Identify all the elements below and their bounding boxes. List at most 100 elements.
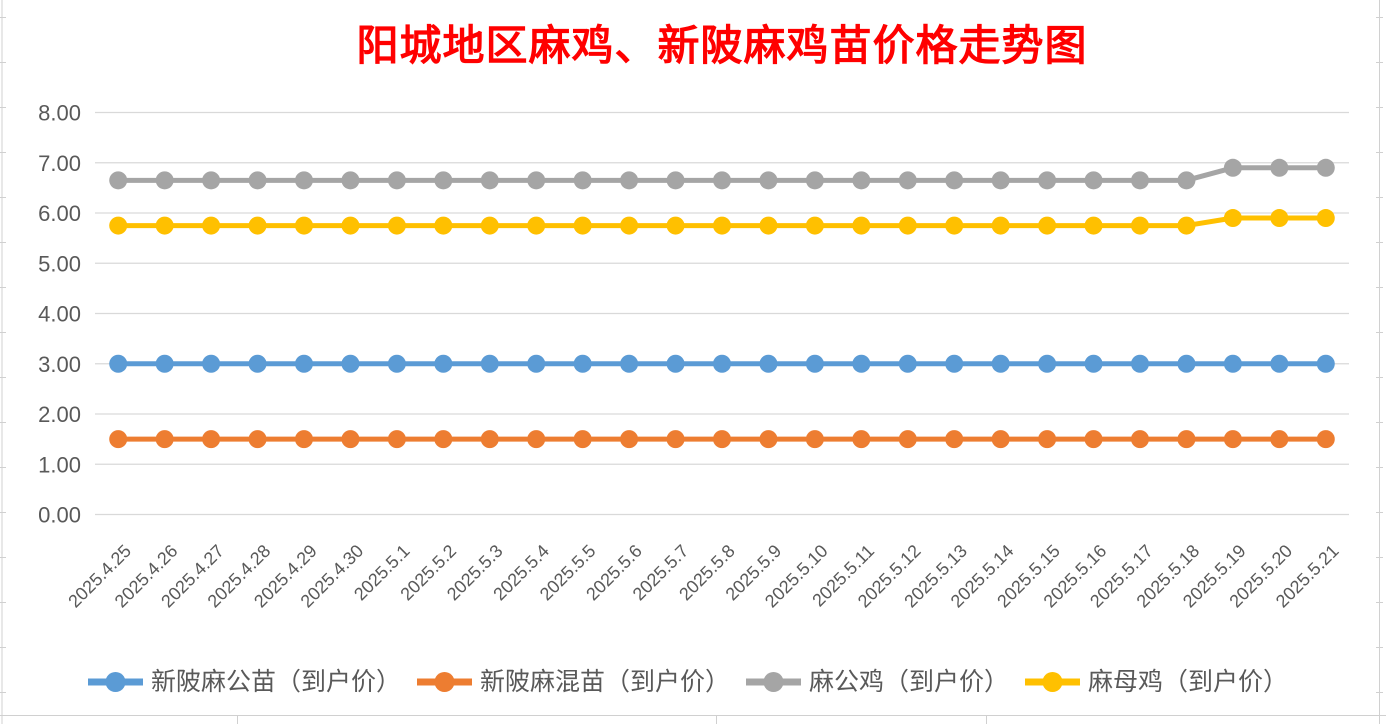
legend-item-2[interactable]: 麻公鸡（到户价） xyxy=(746,669,1009,695)
data-point-marker[interactable] xyxy=(295,216,313,235)
data-point-marker[interactable] xyxy=(1084,430,1103,449)
data-point-marker[interactable] xyxy=(202,354,221,373)
series-0[interactable] xyxy=(109,354,1335,373)
series-1[interactable] xyxy=(109,430,1335,449)
data-point-marker[interactable] xyxy=(387,354,406,373)
data-point-marker[interactable] xyxy=(1177,171,1196,190)
data-point-marker[interactable] xyxy=(1177,216,1196,235)
data-point-marker[interactable] xyxy=(898,430,917,449)
data-point-marker[interactable] xyxy=(1223,209,1242,228)
data-point-marker[interactable] xyxy=(620,354,639,373)
data-point-marker[interactable] xyxy=(805,171,824,190)
data-point-marker[interactable] xyxy=(1223,430,1242,449)
data-point-marker[interactable] xyxy=(805,354,824,373)
data-point-marker[interactable] xyxy=(1316,158,1335,177)
data-point-marker[interactable] xyxy=(945,171,964,190)
legend-item-1[interactable]: 新陂麻混苗（到户价） xyxy=(417,669,730,695)
data-point-marker[interactable] xyxy=(1038,354,1057,373)
data-point-marker[interactable] xyxy=(852,171,871,190)
data-point-marker[interactable] xyxy=(1270,354,1289,373)
data-point-marker[interactable] xyxy=(759,354,778,373)
data-point-marker[interactable] xyxy=(295,171,313,190)
legend-item-3[interactable]: 麻母鸡（到户价） xyxy=(1025,669,1288,695)
data-point-marker[interactable] xyxy=(945,430,964,449)
data-point-marker[interactable] xyxy=(759,216,778,235)
data-point-marker[interactable] xyxy=(480,171,499,190)
data-point-marker[interactable] xyxy=(759,430,778,449)
data-point-marker[interactable] xyxy=(387,430,406,449)
data-point-marker[interactable] xyxy=(991,430,1010,449)
data-point-marker[interactable] xyxy=(155,354,174,373)
data-point-marker[interactable] xyxy=(527,430,546,449)
series-2[interactable] xyxy=(109,158,1335,190)
data-point-marker[interactable] xyxy=(1177,430,1196,449)
data-point-marker[interactable] xyxy=(991,171,1010,190)
data-point-marker[interactable] xyxy=(713,171,731,190)
data-point-marker[interactable] xyxy=(852,216,871,235)
data-point-marker[interactable] xyxy=(527,216,546,235)
data-point-marker[interactable] xyxy=(1038,216,1057,235)
data-point-marker[interactable] xyxy=(898,216,917,235)
data-point-marker[interactable] xyxy=(713,430,731,449)
data-point-marker[interactable] xyxy=(1131,354,1149,373)
data-point-marker[interactable] xyxy=(480,354,499,373)
data-point-marker[interactable] xyxy=(155,430,174,449)
data-point-marker[interactable] xyxy=(1131,171,1149,190)
data-point-marker[interactable] xyxy=(852,430,871,449)
data-point-marker[interactable] xyxy=(248,354,267,373)
data-point-marker[interactable] xyxy=(573,216,592,235)
data-point-marker[interactable] xyxy=(852,354,871,373)
data-point-marker[interactable] xyxy=(573,430,592,449)
data-point-marker[interactable] xyxy=(202,430,221,449)
data-point-marker[interactable] xyxy=(341,216,360,235)
data-point-marker[interactable] xyxy=(387,216,406,235)
data-point-marker[interactable] xyxy=(434,354,453,373)
data-point-marker[interactable] xyxy=(248,430,267,449)
data-point-marker[interactable] xyxy=(1038,430,1057,449)
data-point-marker[interactable] xyxy=(480,216,499,235)
data-point-marker[interactable] xyxy=(805,430,824,449)
data-point-marker[interactable] xyxy=(527,354,546,373)
data-point-marker[interactable] xyxy=(1270,158,1289,177)
data-point-marker[interactable] xyxy=(248,216,267,235)
data-point-marker[interactable] xyxy=(109,354,128,373)
data-point-marker[interactable] xyxy=(480,430,499,449)
data-point-marker[interactable] xyxy=(1131,216,1149,235)
data-point-marker[interactable] xyxy=(1223,158,1242,177)
data-point-marker[interactable] xyxy=(109,171,128,190)
data-point-marker[interactable] xyxy=(341,171,360,190)
data-point-marker[interactable] xyxy=(620,430,639,449)
data-point-marker[interactable] xyxy=(1177,354,1196,373)
data-point-marker[interactable] xyxy=(155,216,174,235)
data-point-marker[interactable] xyxy=(434,216,453,235)
data-point-marker[interactable] xyxy=(341,430,360,449)
data-point-marker[interactable] xyxy=(202,216,221,235)
data-point-marker[interactable] xyxy=(945,354,964,373)
data-point-marker[interactable] xyxy=(1270,209,1289,228)
data-point-marker[interactable] xyxy=(295,354,313,373)
data-point-marker[interactable] xyxy=(898,354,917,373)
data-point-marker[interactable] xyxy=(713,354,731,373)
data-point-marker[interactable] xyxy=(1038,171,1057,190)
data-point-marker[interactable] xyxy=(666,430,685,449)
data-point-marker[interactable] xyxy=(527,171,546,190)
data-point-marker[interactable] xyxy=(434,171,453,190)
series-3[interactable] xyxy=(109,209,1335,235)
data-point-marker[interactable] xyxy=(620,171,639,190)
data-point-marker[interactable] xyxy=(202,171,221,190)
data-point-marker[interactable] xyxy=(341,354,360,373)
data-point-marker[interactable] xyxy=(109,216,128,235)
data-point-marker[interactable] xyxy=(387,171,406,190)
data-point-marker[interactable] xyxy=(1270,430,1289,449)
data-point-marker[interactable] xyxy=(155,171,174,190)
data-point-marker[interactable] xyxy=(434,430,453,449)
data-point-marker[interactable] xyxy=(1223,354,1242,373)
data-point-marker[interactable] xyxy=(295,430,313,449)
data-point-marker[interactable] xyxy=(620,216,639,235)
data-point-marker[interactable] xyxy=(898,171,917,190)
data-point-marker[interactable] xyxy=(945,216,964,235)
data-point-marker[interactable] xyxy=(1084,171,1103,190)
data-point-marker[interactable] xyxy=(805,216,824,235)
data-point-marker[interactable] xyxy=(991,216,1010,235)
